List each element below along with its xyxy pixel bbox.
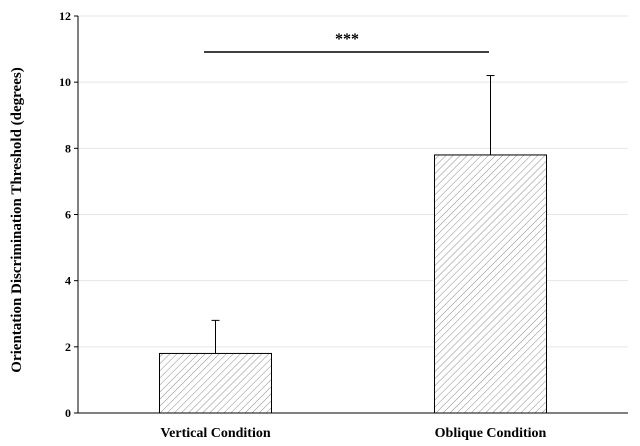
y-axis-label: Orientation Discrimination Threshold (de… <box>9 67 25 372</box>
significance-label: *** <box>335 31 359 48</box>
y-tick-label: 8 <box>65 141 71 155</box>
bar <box>434 154 547 414</box>
y-tick-label: 4 <box>65 274 71 288</box>
x-tick-label: Oblique Condition <box>435 426 547 441</box>
y-tick-label: 2 <box>65 340 71 354</box>
labels: Orientation Discrimination Threshold (de… <box>9 67 25 372</box>
axes: 0 2 4 6 8 10 12 Vertical Condition Oblique Condi… <box>59 9 628 441</box>
y-tick-label: 6 <box>65 208 71 222</box>
bars <box>159 75 547 414</box>
y-tick-label: 0 <box>65 406 71 420</box>
y-tick-label: 10 <box>59 75 71 89</box>
x-tick-label: Vertical Condition <box>160 426 271 441</box>
y-tick-label: 12 <box>59 9 71 23</box>
bar <box>159 352 272 414</box>
